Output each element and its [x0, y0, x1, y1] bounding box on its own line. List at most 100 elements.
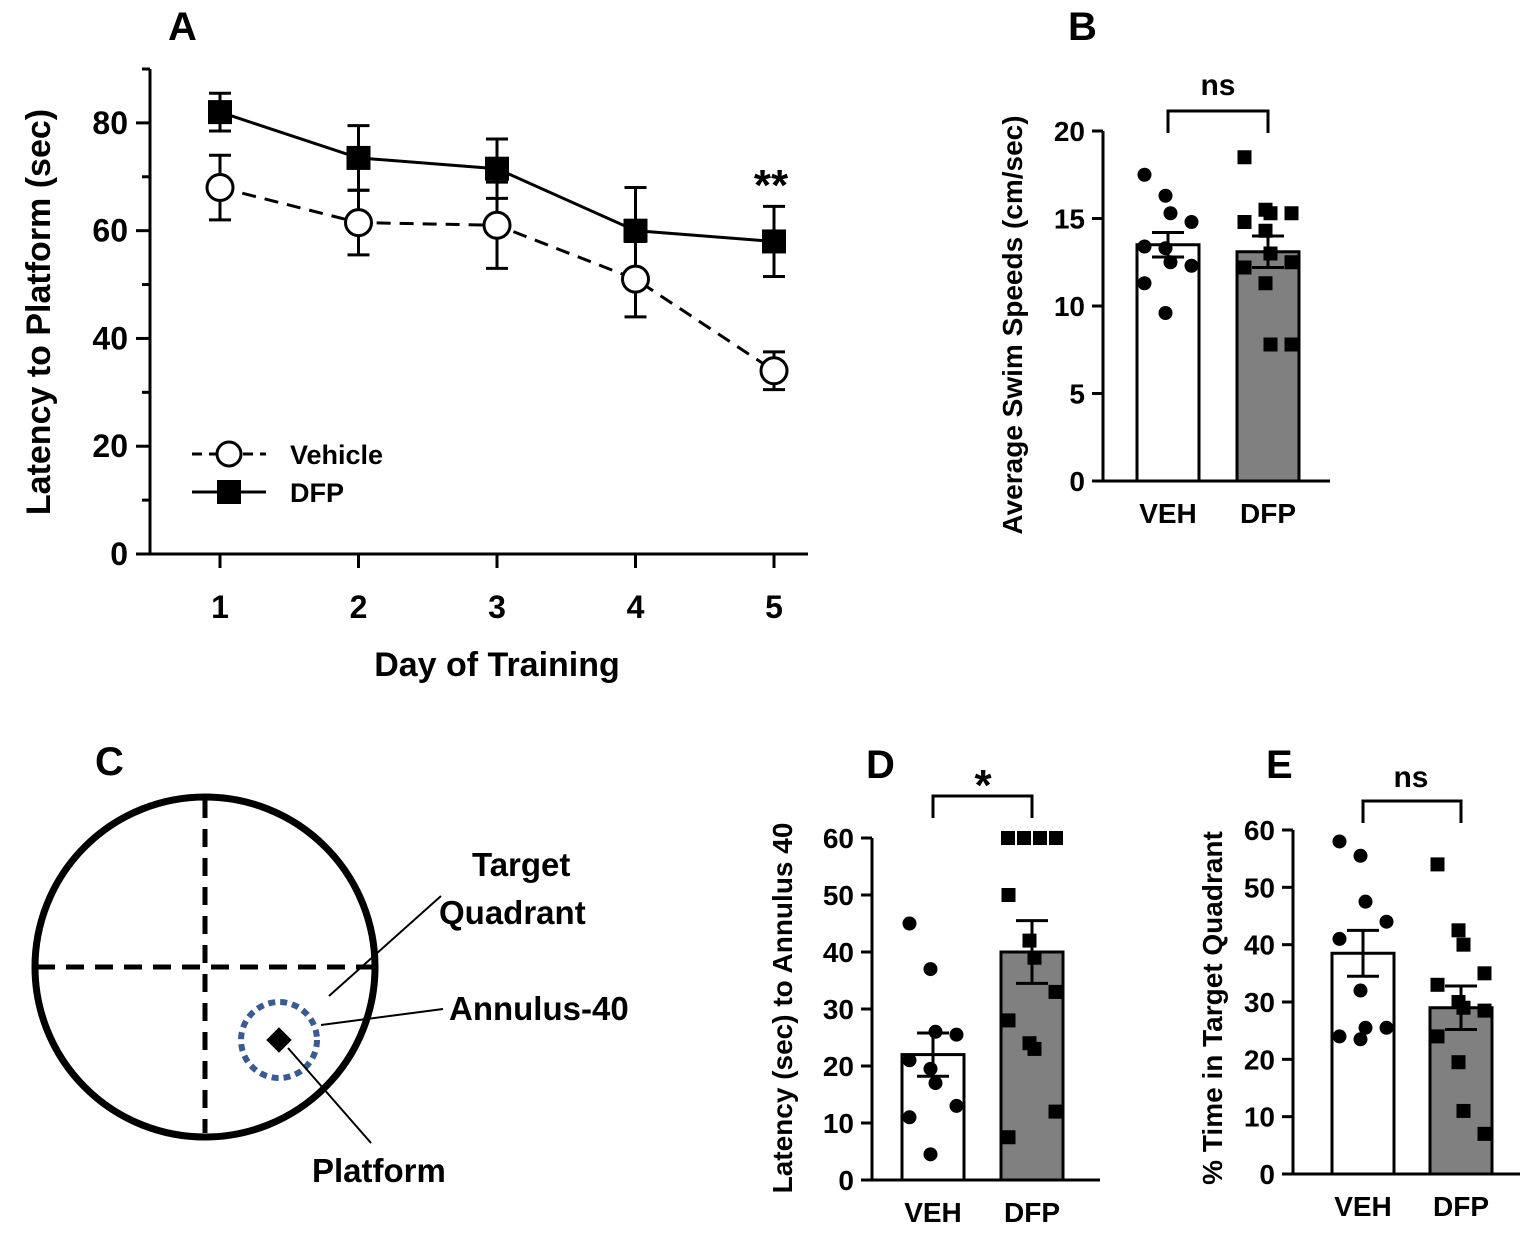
panel-a-x-tick-label: 5: [765, 589, 783, 625]
panel-b-point-veh: [1158, 306, 1173, 320]
panel-b-point-veh: [1163, 206, 1178, 221]
panel-b-point-veh: [1158, 241, 1173, 256]
panel-e-point-veh: [1353, 983, 1368, 998]
panel-d-point-dfp: [1001, 888, 1016, 902]
panel-e-point-veh: [1358, 1020, 1373, 1035]
legend-dfp-label: DFP: [290, 478, 344, 508]
target-quadrant-label-line1: Target: [472, 846, 570, 883]
panel-d-point-dfp: [1022, 933, 1037, 948]
panel-d-point-veh: [928, 1076, 943, 1091]
panel-d-point-veh: [923, 1147, 938, 1162]
panel-a-x-axis-title: Day of Training: [374, 646, 620, 684]
panel-d-point-veh: [923, 1061, 938, 1076]
panel-a-line-chart: Latency to Platform (sec) Day of Trainin…: [20, 67, 808, 684]
panel-b-point-dfp: [1237, 260, 1252, 275]
panel-a-vehicle-point: [344, 208, 373, 238]
panel-a-x-tick-label: 1: [211, 589, 229, 625]
panel-e-y-tick-label: 10: [1244, 1102, 1275, 1133]
panel-d-significance: *: [974, 761, 992, 810]
panel-b-point-dfp: [1237, 150, 1252, 165]
annulus-label: Annulus-40: [449, 990, 629, 1027]
panel-b-point-dfp: [1258, 276, 1273, 291]
panel-e-y-tick-label: 40: [1244, 930, 1275, 961]
panel-d-point-veh: [902, 1110, 917, 1125]
panel-d-y-tick-label: 30: [823, 994, 854, 1025]
panel-b-significance-bracket: [1166, 109, 1270, 133]
panel-label-e: E: [1266, 743, 1293, 787]
panel-d-point-dfp: [1001, 1130, 1016, 1145]
pool-outline: [31, 793, 379, 1141]
panel-b-point-dfp: [1284, 255, 1299, 270]
target-quadrant-label-line2: Quadrant: [439, 894, 586, 931]
panel-d-y-tick-label: 0: [838, 1165, 854, 1196]
panel-label-d: D: [866, 743, 895, 787]
panel-d-y-tick-label: 10: [823, 1108, 854, 1139]
panel-b-point-veh: [1137, 167, 1152, 182]
panel-b-y-tick-label: 5: [1069, 379, 1085, 410]
panel-e-point-veh: [1332, 931, 1347, 946]
panel-b-point-veh: [1158, 188, 1173, 203]
panel-b-point-dfp: [1284, 337, 1299, 352]
panel-b-point-veh: [1184, 215, 1199, 229]
panel-e-point-veh: [1332, 1029, 1347, 1044]
panel-e-point-dfp: [1430, 1029, 1445, 1044]
panel-b-y-axis-title: Average Swim Speeds (cm/sec): [997, 115, 1028, 534]
panel-d-y-tick-label: 40: [823, 937, 854, 968]
panel-b-significance: ns: [1200, 69, 1235, 102]
panel-e-x-tick-label-veh: VEH: [1334, 1191, 1392, 1222]
panel-d-y-axis-title: Latency (sec) to Annulus 40: [767, 823, 798, 1194]
panel-e-y-tick-label: 30: [1244, 987, 1275, 1018]
panel-b-point-dfp: [1263, 206, 1278, 221]
panel-a-dfp-point: [346, 145, 371, 170]
annulus-40-circle: [238, 999, 320, 1081]
panel-d-point-veh: [949, 1027, 964, 1042]
panel-a-vehicle-point: [482, 210, 512, 240]
panel-e-significance: ns: [1393, 761, 1428, 794]
platform-pointer: [287, 1047, 372, 1144]
panel-d-point-dfp: [1001, 831, 1015, 845]
panel-e-point-veh: [1353, 1032, 1368, 1047]
panel-d-point-dfp: [1033, 831, 1047, 845]
panel-a-vehicle-point: [205, 173, 235, 203]
panel-e-x-tick-label-dfp: DFP: [1433, 1191, 1489, 1222]
panel-a-x-tick-label: 4: [627, 589, 645, 625]
panel-a-vehicle-point: [759, 356, 789, 386]
panel-e-point-veh: [1332, 834, 1347, 849]
panel-d-point-veh: [902, 916, 917, 931]
panel-d-significance-bracket: [931, 794, 1034, 818]
panel-a-y-tick-label: 20: [92, 428, 128, 464]
panel-e-point-dfp: [1430, 977, 1445, 992]
panel-d-point-dfp: [1017, 831, 1031, 845]
panel-e-y-tick-label: 50: [1244, 872, 1275, 903]
panel-d-y-tick-label: 20: [823, 1051, 854, 1082]
panel-d-point-dfp: [1049, 831, 1063, 845]
legend-vehicle-label: Vehicle: [290, 440, 383, 470]
panel-a-y-tick-label: 0: [110, 536, 128, 572]
panel-label-a: A: [168, 5, 197, 49]
panel-b-y-tick-label: 10: [1054, 291, 1085, 322]
panel-a-y-tick-label: 40: [92, 320, 128, 356]
platform-label: Platform: [312, 1152, 446, 1189]
panel-e-y-tick-label: 0: [1259, 1159, 1275, 1190]
panel-e-point-dfp: [1451, 1055, 1466, 1070]
target-quadrant-pointer: [328, 895, 442, 997]
panel-a-y-tick-label: 60: [92, 213, 128, 249]
panel-b-x-tick-label-veh: VEH: [1139, 498, 1197, 529]
panel-d-y-tick-label: 60: [823, 823, 854, 854]
panel-d-point-veh: [949, 1098, 964, 1113]
panel-d-point-veh: [902, 1053, 917, 1068]
panel-e-point-dfp: [1451, 923, 1466, 938]
panel-a-vehicle-point: [621, 264, 650, 294]
panel-b-point-dfp: [1284, 206, 1299, 221]
panel-e-point-veh: [1353, 848, 1368, 863]
panel-e-y-tick-label: 60: [1244, 815, 1275, 846]
panel-b-point-veh: [1137, 239, 1152, 254]
panel-d-point-dfp: [1027, 950, 1042, 965]
panel-d-y-tick-label: 50: [823, 880, 854, 911]
panel-b-point-dfp: [1258, 223, 1273, 238]
panel-e-point-dfp: [1477, 1003, 1492, 1018]
panel-d-point-veh: [923, 962, 938, 977]
panel-b-point-dfp: [1237, 215, 1252, 229]
panel-d-x-tick-label-dfp: DFP: [1004, 1197, 1060, 1228]
